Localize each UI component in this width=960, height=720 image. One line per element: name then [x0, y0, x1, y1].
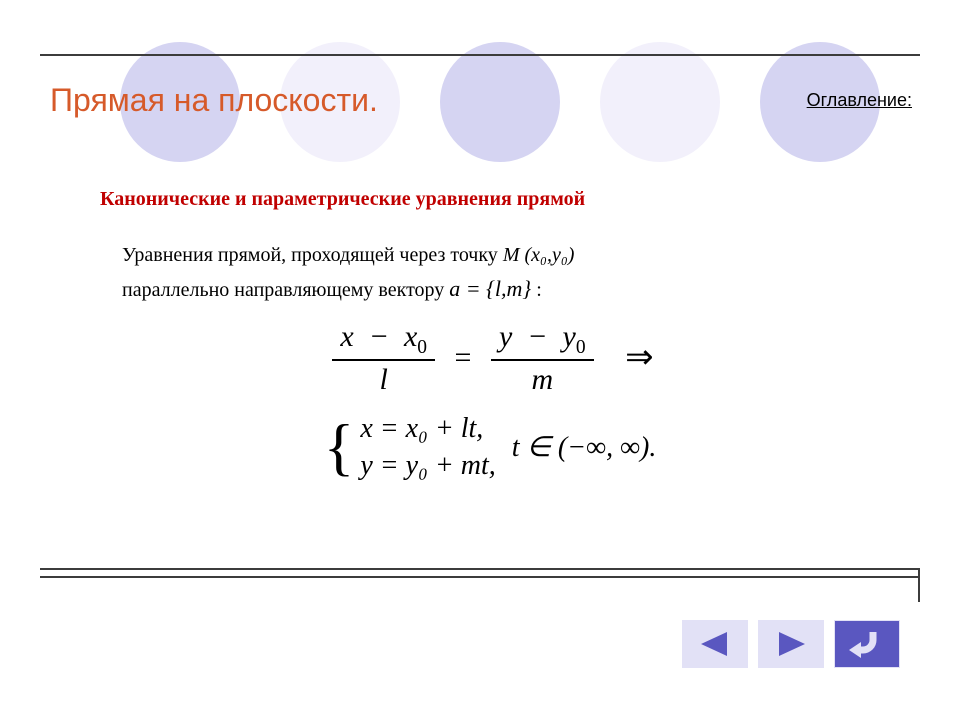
nav-bar	[682, 620, 900, 668]
top-rule	[40, 54, 920, 56]
toc-link[interactable]: Оглавление:	[807, 90, 912, 111]
math-sym: y	[563, 320, 576, 353]
triangle-left-icon	[697, 630, 733, 658]
math-sym: y	[499, 320, 512, 353]
section-subheading: Канонические и параметрические уравнения…	[100, 188, 880, 211]
body-text-line-2: параллельно направляющему вектору a = {l…	[122, 271, 880, 306]
math-sub: 0	[417, 337, 427, 358]
param-line-2: y = y₀ + mt,	[360, 447, 495, 485]
triangle-right-icon	[773, 630, 809, 658]
param-line-1: x = x₀ + lt,	[360, 410, 495, 448]
math-sym: x	[340, 320, 353, 353]
text-fragment: параллельно направляющему вектору	[122, 279, 449, 301]
page-title: Прямая на плоскости.	[50, 82, 378, 119]
return-icon	[847, 628, 887, 660]
bottom-rule-1	[40, 568, 920, 570]
parametric-equation: { x = x₀ + lt, y = y₀ + mt, t ∈ (−∞, ∞).	[100, 410, 880, 486]
canonical-equation: x − x0 l = y − y0 m ⇒	[100, 320, 880, 395]
left-brace-icon: {	[324, 415, 355, 479]
bottom-rule-tick	[918, 568, 920, 602]
text-fragment: Уравнения прямой, проходящей через точку	[122, 244, 503, 266]
point-M: M (x₀,y₀)	[503, 244, 575, 266]
math-sym: m	[491, 361, 594, 396]
math-sub: 0	[576, 337, 586, 358]
body-text-line-1: Уравнения прямой, проходящей через точку…	[122, 239, 880, 271]
implies-arrow-icon: ⇒	[625, 339, 654, 376]
home-button[interactable]	[834, 620, 900, 668]
next-button[interactable]	[758, 620, 824, 668]
vector-a: a = {l,m}	[449, 276, 531, 301]
math-sym: l	[332, 361, 435, 396]
prev-button[interactable]	[682, 620, 748, 668]
bottom-rule-group	[40, 568, 920, 578]
circle-deco	[600, 42, 720, 162]
content-area: Канонические и параметрические уравнения…	[100, 188, 880, 485]
bottom-rule-2	[40, 576, 920, 578]
param-range: t ∈ (−∞, ∞).	[512, 430, 657, 464]
text-fragment: :	[536, 279, 542, 301]
math-sym: x	[404, 320, 417, 353]
circle-deco	[440, 42, 560, 162]
math-eq: =	[449, 341, 478, 374]
